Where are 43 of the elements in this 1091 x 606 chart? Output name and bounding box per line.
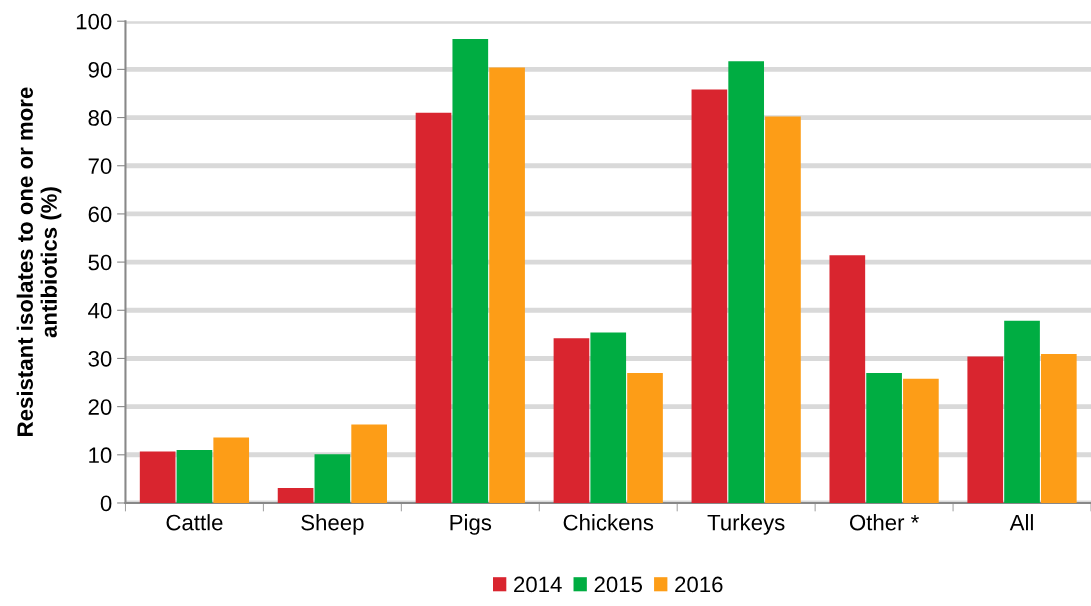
bar: [627, 372, 663, 503]
bar: [277, 488, 314, 503]
y-tick-label: 50: [88, 254, 112, 271]
y-tick-label: 80: [88, 110, 112, 126]
bar: [213, 437, 250, 503]
bar: [314, 454, 351, 503]
bar: [829, 255, 866, 503]
x-tick-label: Pigs: [450, 514, 492, 535]
y-tick-label: 10: [89, 447, 112, 464]
x-tick-label: Other *: [849, 514, 919, 531]
x-tick-label: Chickens: [563, 514, 654, 531]
bar: [452, 39, 489, 503]
y-axis-title: Resistant isolates to one or more antibiotics (%): [16, 87, 62, 436]
bar: [967, 356, 1004, 503]
y-tick-label: 20: [88, 399, 112, 415]
bar: [1040, 354, 1077, 503]
bar: [553, 338, 590, 503]
bar: [691, 89, 728, 503]
x-tick-label: Turkeys: [707, 514, 785, 535]
x-tick-label: All: [1009, 514, 1033, 531]
bar: [139, 451, 176, 503]
bar: [489, 67, 525, 503]
bar: [765, 116, 801, 503]
bar: [415, 112, 452, 503]
bar: [590, 332, 627, 503]
x-tick-label: Sheep: [301, 514, 364, 535]
y-tick-label: 60: [88, 206, 112, 223]
y-tick-label: 90: [88, 61, 112, 78]
bar: [1004, 320, 1040, 503]
y-tick-label: 70: [88, 158, 112, 175]
y-tick-label: 100: [76, 13, 112, 30]
y-tick-label: 30: [88, 350, 112, 367]
bar: [351, 424, 387, 503]
y-tick-label: 0: [100, 495, 112, 512]
y-tick-label: 40: [88, 302, 112, 319]
bar: [866, 372, 902, 503]
legend-label: 2015: [594, 576, 643, 593]
legend-label: 2016: [675, 576, 723, 593]
x-tick-label: Cattle: [166, 514, 223, 531]
legend-label: 2014: [514, 576, 562, 593]
bar: [903, 378, 939, 503]
bar: [176, 449, 213, 503]
bar: [728, 61, 765, 503]
